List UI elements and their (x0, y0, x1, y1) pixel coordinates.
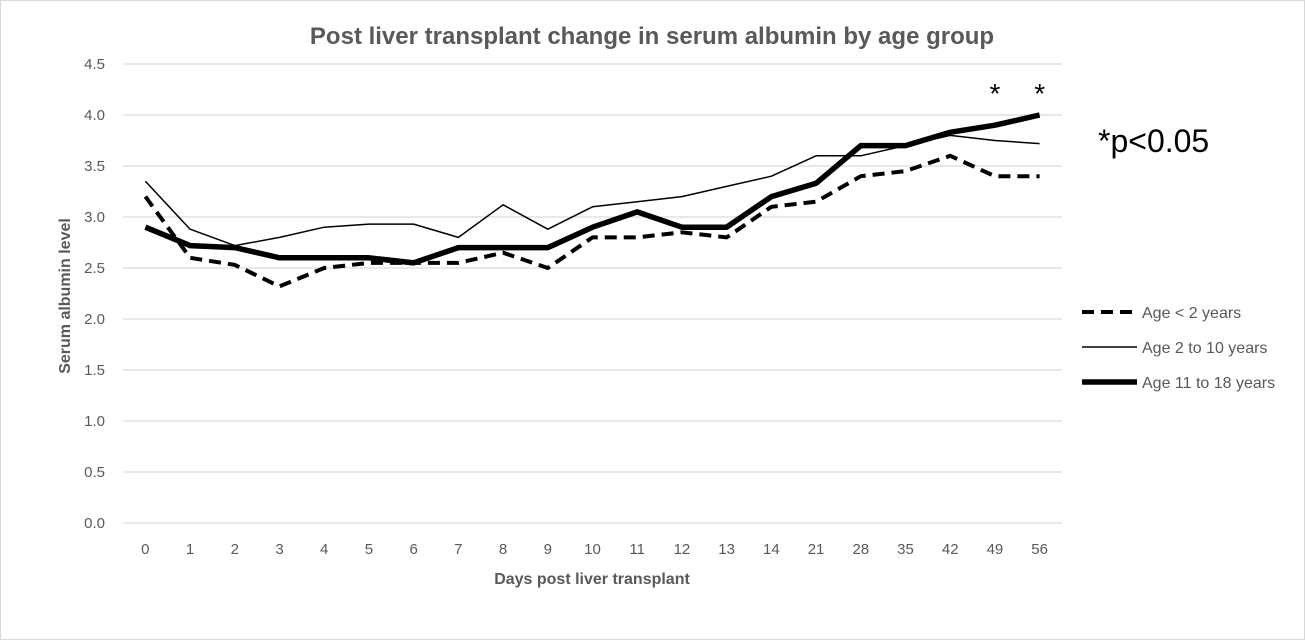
x-tick-label: 28 (852, 541, 869, 558)
series-line-2 (144, 134, 1040, 247)
series-line-1 (143, 153, 1040, 289)
x-tick-label: 9 (544, 541, 552, 558)
x-tick-label: 7 (454, 541, 462, 558)
x-tick-label: 13 (718, 541, 735, 558)
x-tick-label: 35 (897, 541, 914, 558)
y-tick-label: 4.0 (84, 107, 105, 124)
x-tick-label: 11 (629, 541, 645, 558)
y-tick-label: 3.0 (84, 209, 105, 226)
x-tick-label: 8 (499, 541, 507, 558)
x-tick-label: 21 (808, 541, 825, 558)
x-tick-labels: 0 1 2 3 4 5 6 7 8 9 10 11 12 13 14 21 28 35 42 49 56 (141, 541, 1048, 558)
series-lines (143, 112, 1041, 289)
x-tick-label: 3 (275, 541, 283, 558)
legend-label: Age 11 to 18 years (1142, 375, 1275, 392)
x-tick-label: 10 (584, 541, 601, 558)
y-tick-label: 0.0 (84, 515, 105, 532)
x-tick-label: 14 (763, 541, 780, 558)
x-axis-title: Days post liver transplant (494, 571, 690, 588)
y-tick-label: 2.0 (84, 311, 105, 328)
x-tick-label: 1 (186, 541, 194, 558)
series-line-3 (144, 112, 1041, 266)
gridlines (123, 63, 1062, 524)
y-tick-label: 2.5 (84, 260, 105, 277)
x-tick-label: 0 (141, 541, 149, 558)
x-tick-label: 56 (1031, 541, 1048, 558)
y-tick-label: 1.0 (84, 413, 105, 430)
x-tick-label: 2 (231, 541, 239, 558)
y-tick-labels: 0.0 0.5 1.0 1.5 2.0 2.5 3.0 3.5 4.0 4.5 (84, 56, 105, 532)
significance-markers: * * (989, 78, 1045, 109)
y-tick-label: 0.5 (84, 464, 105, 481)
x-tick-label: 12 (674, 541, 691, 558)
y-axis-title: Serum albumin level (57, 218, 74, 374)
x-tick-label: 4 (320, 541, 328, 558)
x-tick-label: 49 (987, 541, 1004, 558)
significance-star: * (989, 78, 1000, 109)
legend: Age < 2 years Age 2 to 10 years Age 11 to … (1082, 305, 1275, 392)
legend-label: Age 2 to 10 years (1142, 340, 1267, 357)
x-tick-label: 6 (409, 541, 417, 558)
significance-star: * (1034, 78, 1045, 109)
y-tick-label: 3.5 (84, 158, 105, 175)
y-tick-label: 4.5 (84, 56, 105, 73)
significance-note: *p<0.05 (1098, 123, 1209, 159)
x-tick-label: 42 (942, 541, 959, 558)
y-tick-label: 1.5 (84, 362, 105, 379)
legend-label: Age < 2 years (1142, 305, 1241, 322)
chart-title: Post liver transplant change in serum al… (310, 23, 994, 50)
x-tick-label: 5 (365, 541, 373, 558)
